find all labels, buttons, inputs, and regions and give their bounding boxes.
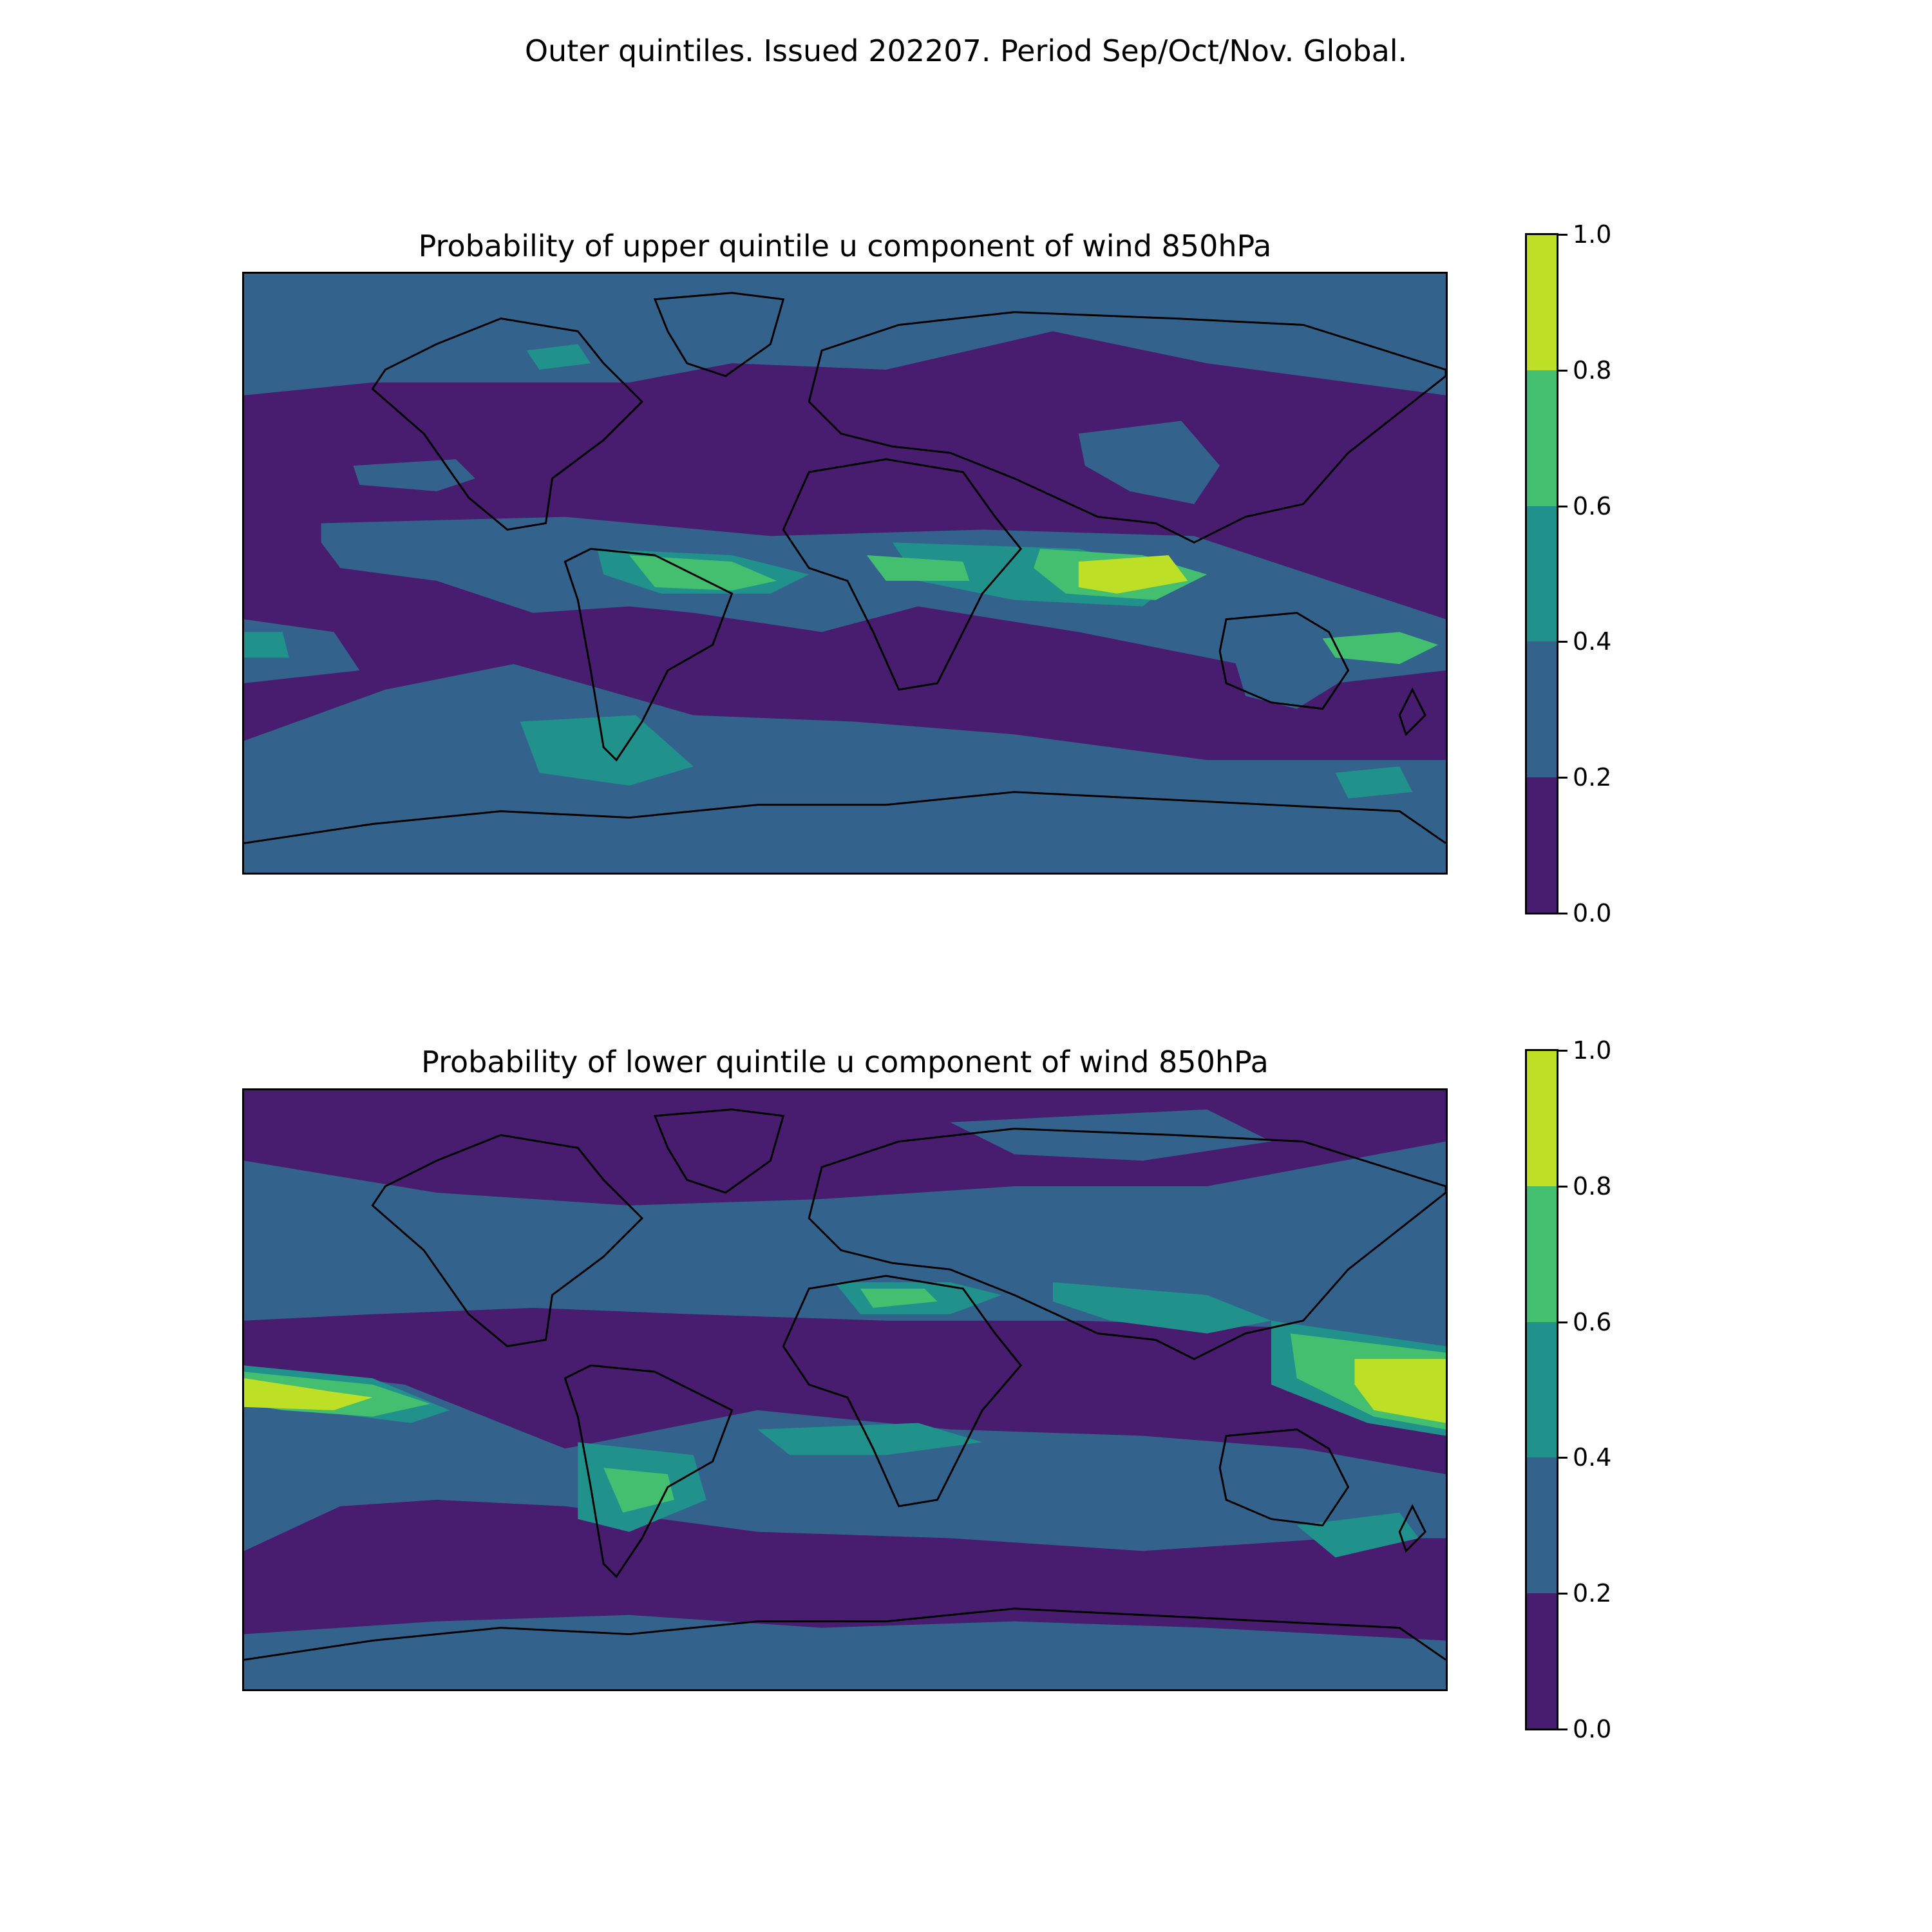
lower-quintile-colorbar <box>1525 1049 1558 1730</box>
colorbar-tick-label: 0.0 <box>1573 1715 1612 1743</box>
lower-quintile-panel-title: Probability of lower quintile u componen… <box>421 1045 1269 1079</box>
west-edge-patch <box>244 632 289 658</box>
arctic-band <box>244 274 1446 395</box>
africa-green <box>866 555 970 581</box>
maritime-green <box>1322 632 1439 665</box>
colorbar-tick-label: 0.0 <box>1573 899 1612 927</box>
new-zealand-coast <box>1398 1504 1426 1553</box>
western-pacific-yellow <box>1354 1359 1446 1423</box>
eurasia-coast <box>808 1128 1446 1360</box>
eurasia-coast <box>808 311 1446 544</box>
atlantic-patch <box>353 459 475 491</box>
colorbar-tick-label: 1.0 <box>1573 220 1612 249</box>
colorbar-tick-label: 0.4 <box>1573 1443 1612 1472</box>
colorbar-segment <box>1527 641 1557 777</box>
coastlines <box>244 1108 1446 1661</box>
figure-title: Outer quintiles. Issued 202207. Period S… <box>524 33 1408 68</box>
antarctica-coast <box>244 791 1446 844</box>
colorbar-tick-label: 0.6 <box>1573 491 1612 520</box>
atlantic-green <box>629 555 777 591</box>
colorbar-tick <box>1558 369 1567 372</box>
colorbar-tick <box>1558 1457 1567 1459</box>
colorbar-tick-label: 0.6 <box>1573 1307 1612 1336</box>
upper-quintile-contour-field <box>244 274 1446 873</box>
asia-patch <box>1052 1282 1271 1334</box>
south-america-green <box>603 1468 674 1513</box>
colorbar-segment <box>1527 506 1557 642</box>
colorbar-tick-label: 0.2 <box>1573 1579 1612 1608</box>
south-america-coast <box>564 547 734 762</box>
africa-coast <box>782 1274 1023 1508</box>
colorbar-segment <box>1527 370 1557 506</box>
pacific-yellow-west <box>244 1378 373 1410</box>
australia-coast <box>1218 1428 1350 1527</box>
upper-quintile-colorbar <box>1525 233 1558 914</box>
colorbar-tick-label: 0.8 <box>1573 1171 1612 1200</box>
north-america-coast <box>371 1134 644 1348</box>
antarctic-band <box>244 1615 1446 1689</box>
south-indian-teal <box>757 1423 983 1455</box>
colorbar-tick-label: 0.8 <box>1573 355 1612 384</box>
colorbar-segment <box>1527 1051 1557 1187</box>
colorbar-tick <box>1558 1050 1567 1052</box>
colorbar-tick <box>1558 505 1567 507</box>
southern-ocean-belt <box>244 664 1446 873</box>
north-atlantic-small <box>526 344 591 370</box>
colorbar-tick <box>1558 1728 1567 1730</box>
colorbar-segment <box>1527 1186 1557 1322</box>
north-america-coast <box>371 317 644 531</box>
colorbar-tick <box>1558 1593 1567 1595</box>
colorbar-segment <box>1527 1321 1557 1458</box>
colorbar-tick-label: 0.4 <box>1573 627 1612 656</box>
australia-patch <box>1226 632 1349 709</box>
lower-quintile-map <box>242 1088 1448 1691</box>
upper-quintile-map <box>242 272 1448 875</box>
colorbar-tick <box>1558 234 1567 236</box>
colorbar-tick-label: 1.0 <box>1573 1036 1612 1065</box>
southern-belt <box>244 1365 1446 1551</box>
south-pacific-small <box>1335 766 1413 799</box>
colorbar-segment <box>1527 1457 1557 1593</box>
south-pacific-teal <box>1296 1512 1419 1558</box>
australia-coast <box>1218 612 1350 710</box>
colorbar-tick <box>1558 913 1567 914</box>
upper-quintile-panel-title: Probability of upper quintile u componen… <box>418 229 1272 263</box>
colorbar-tick <box>1558 1185 1567 1188</box>
antarctica-coast <box>244 1607 1446 1661</box>
colorbar-tick-label: 0.2 <box>1573 763 1612 792</box>
africa-coast <box>782 458 1023 691</box>
lower-quintile-contour-field <box>244 1108 1446 1689</box>
greenland-coast <box>653 1108 785 1194</box>
colorbar-segment <box>1527 235 1557 371</box>
new-zealand-coast <box>1398 687 1426 737</box>
colorbar-tick <box>1558 641 1567 643</box>
south-america-coast <box>564 1364 734 1578</box>
colorbar-segment <box>1527 1593 1557 1728</box>
colorbar-tick <box>1558 777 1567 779</box>
colorbar-tick <box>1558 1321 1567 1323</box>
north-pacific-patch <box>1078 421 1220 504</box>
northern-belt <box>244 1141 1446 1347</box>
indian-yellow-core <box>1078 555 1188 594</box>
coastlines <box>244 292 1446 844</box>
north-africa-green <box>860 1289 938 1308</box>
arctic-patch <box>950 1109 1271 1161</box>
greenland-coast <box>653 292 785 377</box>
colorbar-segment <box>1527 777 1557 913</box>
